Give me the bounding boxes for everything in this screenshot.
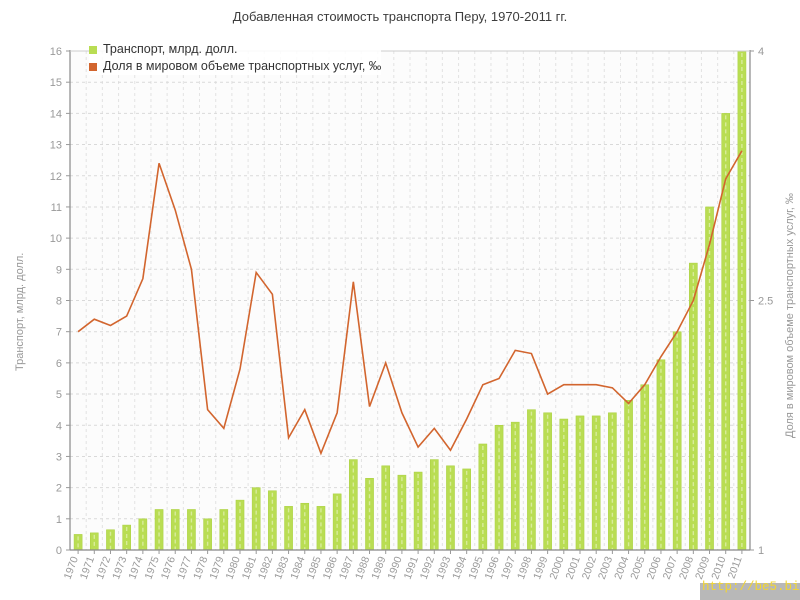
svg-text:4: 4 [56,420,62,432]
svg-text:4: 4 [758,46,764,58]
svg-text:1: 1 [56,514,62,526]
svg-text:2: 2 [56,483,62,495]
svg-text:7: 7 [56,327,62,339]
svg-text:1: 1 [758,545,764,557]
svg-text:11: 11 [51,202,62,214]
svg-text:14: 14 [50,108,62,120]
svg-text:6: 6 [56,358,62,370]
svg-text:15: 15 [50,77,62,89]
svg-text:8: 8 [56,296,62,308]
svg-text:2.5: 2.5 [758,296,773,308]
svg-text:16: 16 [50,46,62,58]
svg-text:13: 13 [50,140,62,152]
svg-text:5: 5 [56,389,62,401]
svg-text:0: 0 [56,545,62,557]
svg-text:9: 9 [56,264,62,276]
svg-text:3: 3 [56,451,62,463]
svg-text:12: 12 [50,171,62,183]
svg-text:10: 10 [50,233,62,245]
